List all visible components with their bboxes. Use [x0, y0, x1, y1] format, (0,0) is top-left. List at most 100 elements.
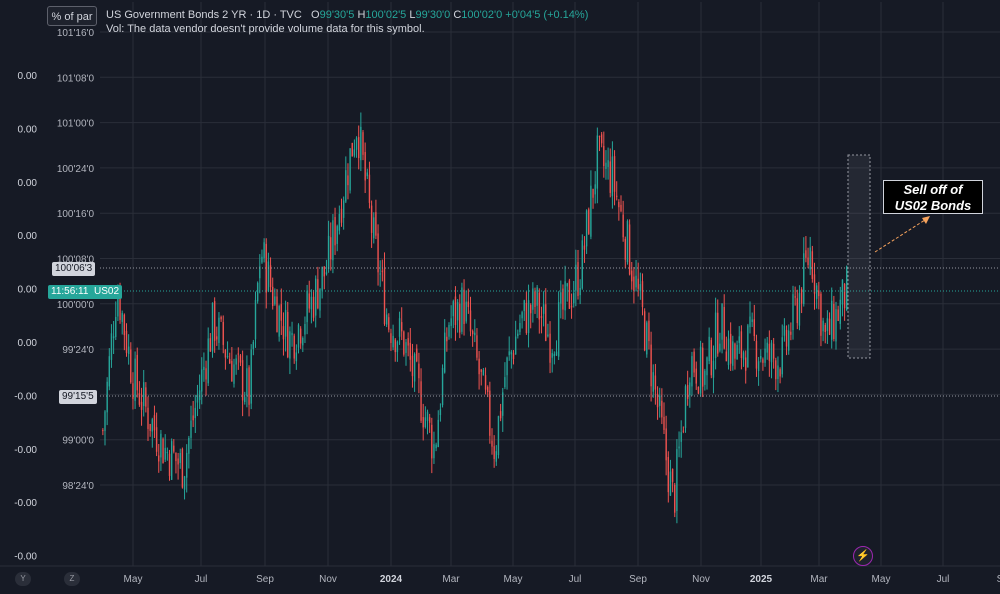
candle-body	[213, 301, 216, 341]
candle-body	[547, 334, 549, 337]
x-tick-label: May	[504, 574, 523, 585]
x-tick-label: 2024	[380, 574, 403, 585]
candle-body	[179, 453, 181, 463]
candle-body	[523, 300, 525, 312]
annotation-arrow	[874, 217, 929, 253]
candle-body	[803, 253, 805, 305]
grid	[0, 2, 1000, 567]
symbol-description: US Government Bonds 2 YR · 1D · TVC	[106, 9, 302, 21]
candle-body	[732, 341, 734, 366]
candle-body	[710, 340, 713, 376]
candle-body	[553, 353, 556, 357]
candle-body	[246, 368, 248, 396]
left-tick-label: -0.00	[14, 391, 37, 402]
candle-body	[104, 411, 106, 432]
candle-body	[542, 304, 545, 314]
candle-body	[147, 407, 149, 429]
candle-body	[370, 205, 373, 233]
candle-body	[299, 328, 302, 344]
candle-body	[226, 356, 229, 358]
candle-body	[396, 341, 399, 353]
candle-body	[194, 407, 197, 419]
candle-body	[401, 322, 403, 332]
ohlc-high: H100'02'5	[357, 9, 407, 21]
left-tick-label: 0.00	[18, 231, 38, 242]
candle-body	[686, 384, 689, 399]
candle-body	[461, 287, 463, 332]
candle-body	[603, 145, 605, 167]
candle-body	[534, 291, 536, 307]
price-line-tag-low[interactable]: 99'15'5	[59, 390, 97, 404]
candle-body	[312, 296, 315, 318]
candle-body	[585, 210, 588, 247]
candle-body	[635, 275, 637, 288]
z-button[interactable]: Z	[64, 572, 80, 586]
candle-body	[467, 301, 470, 308]
candle-body	[398, 318, 401, 337]
candle-body	[723, 306, 725, 349]
candle-body	[674, 484, 676, 513]
candle-body	[583, 245, 586, 250]
candle-body	[824, 324, 826, 333]
candle-body	[263, 242, 265, 259]
candle-body	[229, 359, 231, 364]
candle-body	[272, 286, 274, 307]
candle-body	[431, 424, 433, 459]
price-line-tag-high[interactable]: 100'06'3	[52, 262, 96, 276]
candle-body	[362, 132, 364, 155]
candle-body	[493, 446, 495, 459]
candle-body	[250, 349, 252, 404]
candle-body	[805, 250, 807, 258]
candle-body	[833, 303, 835, 340]
candle-body	[224, 350, 227, 358]
candle-body	[792, 294, 794, 331]
candle-body	[175, 452, 177, 462]
candle-body	[618, 201, 620, 208]
candle-body	[364, 152, 366, 181]
annotation-callout[interactable]: Sell off of US02 Bonds	[883, 180, 983, 214]
scale-toggle-button[interactable]: % of par	[47, 6, 97, 26]
flash-icon[interactable]: ⚡	[853, 546, 873, 566]
candle-body	[641, 281, 644, 308]
candle-body	[504, 377, 506, 388]
candle-body	[426, 411, 429, 422]
candle-body	[392, 335, 394, 348]
price-tick-label: 101'16'0	[57, 28, 95, 39]
candle-body	[764, 348, 766, 363]
candle-body	[471, 331, 474, 335]
candle-body	[138, 393, 141, 405]
candle-body	[796, 298, 799, 324]
candle-body	[207, 338, 209, 384]
candle-body	[188, 437, 190, 454]
candle-body	[570, 305, 573, 308]
y-button[interactable]: Y	[15, 572, 31, 586]
candle-body	[306, 290, 308, 323]
candle-body	[484, 375, 487, 390]
candle-body	[345, 170, 347, 202]
price-tick-label: 100'08'0	[57, 255, 95, 266]
candle-body	[261, 256, 263, 263]
candle-body	[385, 314, 388, 325]
candle-body	[373, 217, 375, 239]
candle-body	[622, 214, 624, 238]
candle-body	[785, 329, 788, 347]
candle-body	[308, 293, 310, 309]
candle-body	[338, 214, 341, 231]
candle-body	[366, 172, 369, 177]
candle-body	[186, 452, 188, 478]
candle-body	[684, 386, 687, 428]
candle-body	[818, 290, 820, 297]
candle-body	[577, 262, 579, 296]
candle-body	[512, 353, 515, 360]
candle-body	[355, 137, 358, 150]
candle-body	[164, 447, 166, 460]
candle-body	[811, 251, 814, 279]
candle-body	[706, 357, 708, 376]
candle-body	[502, 392, 504, 416]
candle-body	[721, 303, 723, 340]
candle-body	[332, 220, 334, 261]
ohlc-close: C100'02'0	[453, 9, 503, 21]
left-axis: 0.00 0.00 0.00 0.00 0.00 0.00 -0.00 -0.00 -0.00 -…	[14, 71, 38, 563]
